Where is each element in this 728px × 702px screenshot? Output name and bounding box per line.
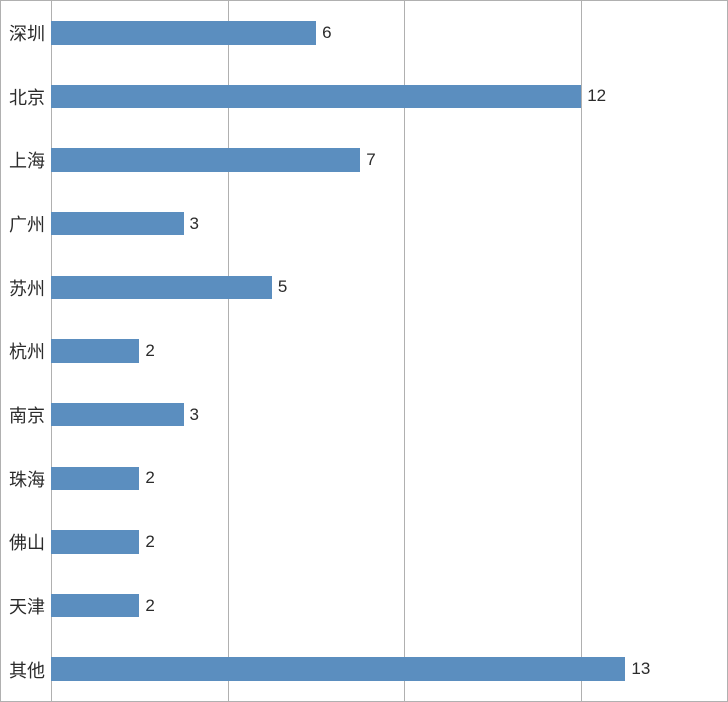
- category-label: 广州: [1, 211, 45, 237]
- bar: 2: [51, 467, 139, 491]
- bar: 13: [51, 657, 625, 681]
- bar-value-label: 7: [366, 150, 375, 170]
- bar-value-label: 6: [322, 23, 331, 43]
- bar-value-label: 2: [145, 532, 154, 552]
- bar-value-label: 5: [278, 277, 287, 297]
- bar-row: 12: [51, 85, 727, 109]
- bar-value-label: 3: [190, 405, 199, 425]
- category-label: 南京: [1, 402, 45, 428]
- bar-value-label: 3: [190, 214, 199, 234]
- bar-row: 6: [51, 21, 727, 45]
- category-label: 佛山: [1, 529, 45, 555]
- bar-row: 13: [51, 657, 727, 681]
- bar: 7: [51, 148, 360, 172]
- bar-value-label: 2: [145, 596, 154, 616]
- category-label: 杭州: [1, 338, 45, 364]
- category-label: 珠海: [1, 466, 45, 492]
- bar-row: 7: [51, 148, 727, 172]
- category-label: 北京: [1, 84, 45, 110]
- bar: 12: [51, 85, 581, 109]
- bar: 6: [51, 21, 316, 45]
- bar: 2: [51, 339, 139, 363]
- bar: 3: [51, 212, 184, 236]
- bar: 2: [51, 530, 139, 554]
- bar-row: 5: [51, 276, 727, 300]
- category-label: 其他: [1, 657, 45, 683]
- bar-row: 2: [51, 594, 727, 618]
- category-label: 天津: [1, 593, 45, 619]
- bar-value-label: 2: [145, 468, 154, 488]
- bar: 5: [51, 276, 272, 300]
- bar-row: 3: [51, 212, 727, 236]
- category-label: 苏州: [1, 275, 45, 301]
- bar-row: 2: [51, 530, 727, 554]
- category-label: 上海: [1, 147, 45, 173]
- bar-row: 2: [51, 467, 727, 491]
- bar-chart: 深圳6北京12上海7广州3苏州5杭州2南京3珠海2佛山2天津2其他13: [0, 0, 728, 702]
- bar: 3: [51, 403, 184, 427]
- bar-row: 2: [51, 339, 727, 363]
- bar: 2: [51, 594, 139, 618]
- category-label: 深圳: [1, 20, 45, 46]
- bar-value-label: 12: [587, 86, 606, 106]
- bar-value-label: 13: [631, 659, 650, 679]
- bar-row: 3: [51, 403, 727, 427]
- bar-value-label: 2: [145, 341, 154, 361]
